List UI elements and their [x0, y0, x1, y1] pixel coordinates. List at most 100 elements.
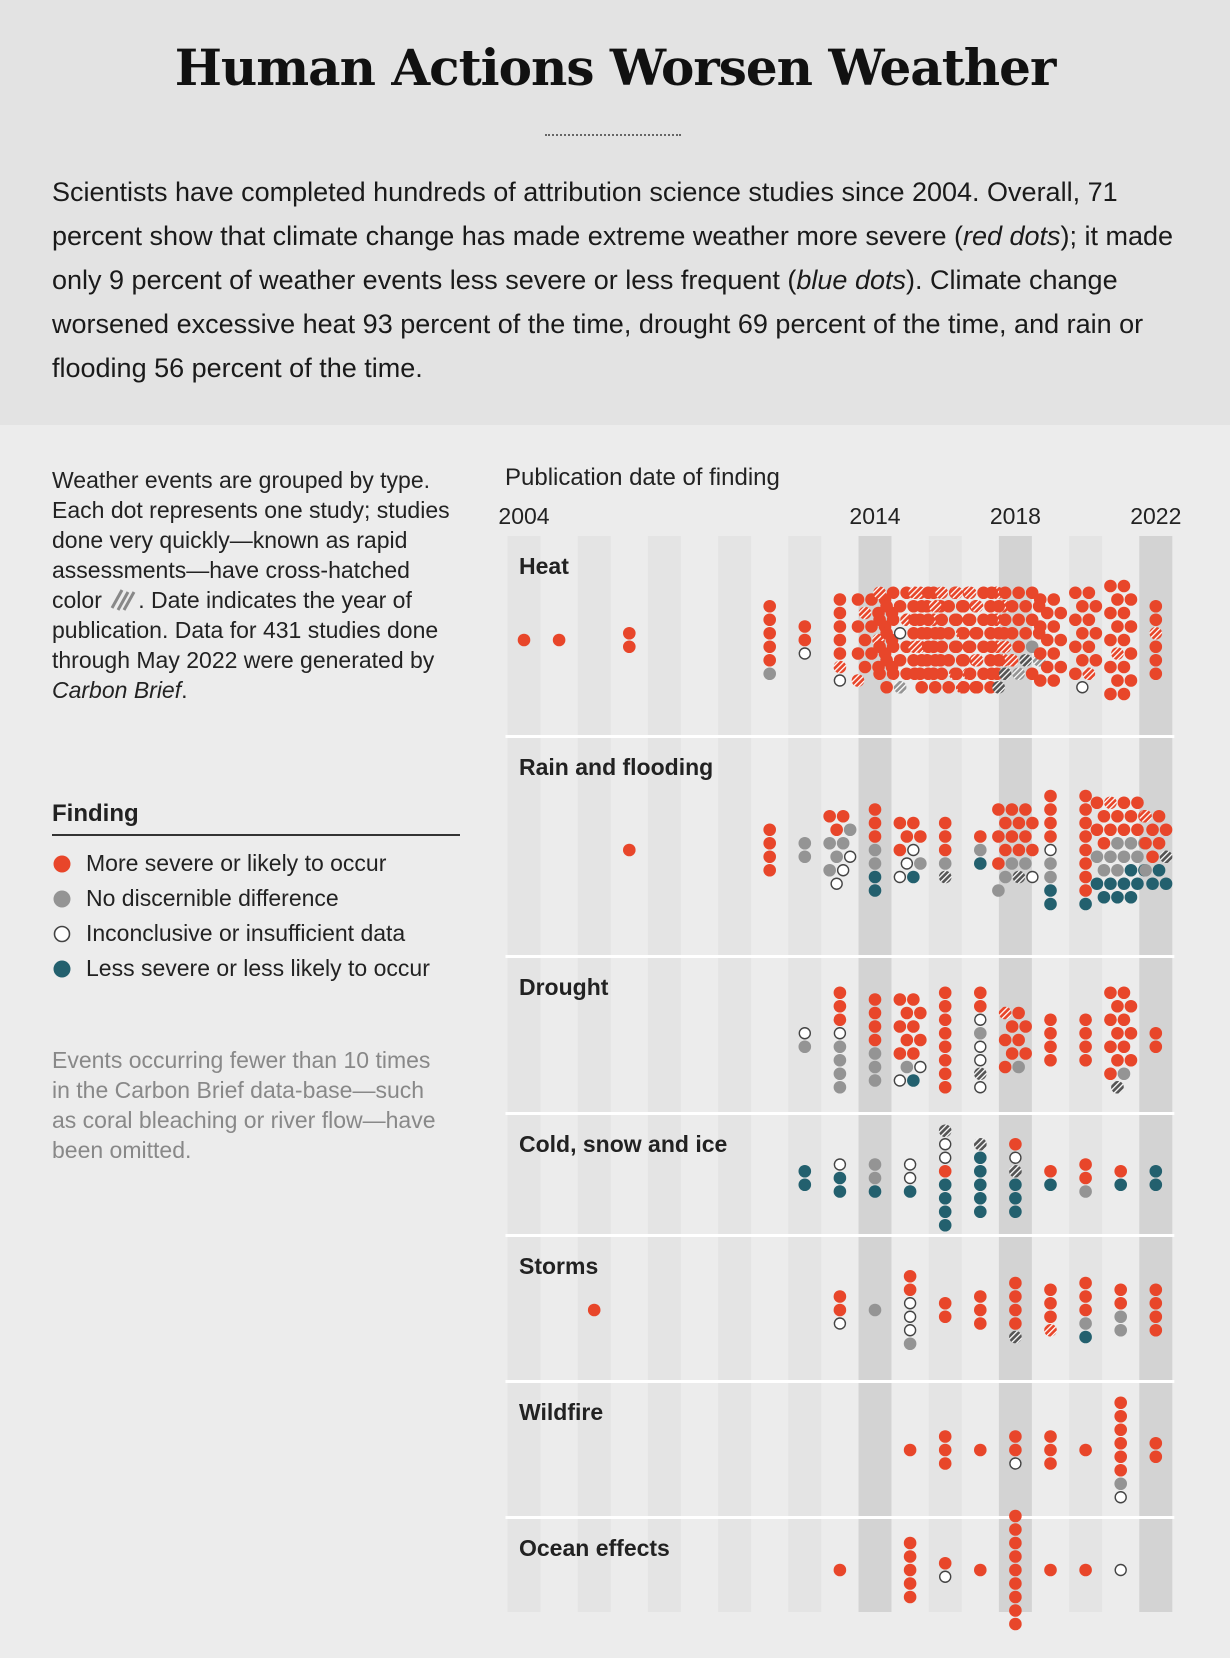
more-severe-dot	[1149, 613, 1163, 627]
more-severe-dot	[974, 1303, 987, 1317]
more-severe-dot	[798, 633, 812, 647]
more-severe-dot	[893, 1020, 907, 1033]
more-severe-dot	[942, 680, 955, 694]
more-severe-dot	[1114, 1423, 1127, 1437]
gray-dot-icon	[53, 890, 71, 907]
more-severe-dot	[1104, 823, 1117, 837]
chart-title: Publication date of finding	[505, 464, 780, 491]
more-severe-dot	[942, 626, 955, 640]
inconclusive-dot	[1114, 1491, 1127, 1504]
more-severe-dot	[1009, 1523, 1022, 1536]
less-severe-dot	[903, 1185, 917, 1198]
more-severe-dot	[1044, 1563, 1057, 1577]
page-title: Human Actions Worsen Weather	[174, 38, 1057, 97]
more-severe-dot	[858, 633, 872, 647]
inconclusive-dot	[798, 647, 811, 660]
more-severe-dot	[974, 1290, 987, 1303]
more-severe-dot	[1124, 647, 1138, 660]
more-severe-dot	[1131, 823, 1144, 837]
more-severe-dot	[1117, 660, 1131, 674]
inconclusive-dot	[830, 877, 843, 890]
inconclusive-dot	[893, 627, 907, 640]
less-severe-dot	[1044, 1178, 1057, 1192]
inconclusive-dot	[893, 870, 907, 884]
less-severe-dot	[974, 1178, 987, 1192]
more-severe-dot	[868, 803, 882, 816]
more-severe-dot	[1104, 687, 1117, 701]
more-severe-dot	[763, 640, 776, 654]
more-severe-dot	[893, 599, 907, 613]
more-severe-dot	[1117, 796, 1131, 810]
more-severe-dot	[893, 993, 907, 1006]
more-severe-dot	[1104, 606, 1117, 620]
no-difference-dot	[798, 850, 812, 864]
more-severe-dot	[763, 626, 776, 640]
more-severe-dot	[1079, 884, 1092, 897]
more-severe-dot	[1146, 823, 1159, 837]
more-severe-dot	[1044, 1040, 1057, 1054]
more-severe-dot	[1079, 1040, 1092, 1054]
no-difference-dot	[836, 836, 850, 850]
more-severe-dot	[833, 1013, 847, 1027]
more-severe-dot	[1114, 1450, 1127, 1464]
more-severe-dot	[1117, 1013, 1131, 1027]
rapid-more-severe-dot	[998, 640, 1012, 654]
rapid-no-difference-dot	[938, 1124, 952, 1138]
more-severe-dot	[1040, 660, 1054, 674]
more-severe-dot	[1117, 687, 1131, 701]
rapid-more-severe-dot	[851, 674, 865, 687]
less-severe-dot	[938, 1218, 952, 1232]
more-severe-dot	[1114, 1436, 1127, 1450]
more-severe-dot	[798, 620, 812, 633]
no-difference-dot	[1111, 863, 1124, 877]
more-severe-dot	[1044, 1310, 1057, 1324]
less-severe-dot	[1090, 877, 1104, 891]
inconclusive-dot	[939, 1138, 952, 1151]
inconclusive-dot	[900, 857, 914, 870]
more-severe-dot	[886, 640, 900, 654]
no-difference-dot	[833, 1080, 847, 1094]
more-severe-dot	[1111, 674, 1124, 687]
hatch-swatch-icon	[110, 589, 136, 611]
row-divider	[505, 955, 1175, 958]
rapid-more-severe-dot	[1044, 1323, 1057, 1337]
more-severe-dot	[833, 647, 847, 660]
more-severe-dot	[950, 613, 963, 627]
more-severe-dot	[1005, 1020, 1019, 1033]
year-stripe	[1139, 536, 1173, 1612]
more-severe-dot	[1009, 1303, 1022, 1317]
more-severe-dot	[915, 680, 928, 694]
omitted-text-c: data-base—such as coral bleaching or riv…	[52, 1077, 436, 1163]
more-severe-dot	[908, 613, 921, 627]
more-severe-dot	[623, 626, 636, 640]
more-severe-dot	[938, 1080, 952, 1094]
inconclusive-dot	[833, 674, 847, 687]
no-difference-dot	[903, 1337, 917, 1351]
more-severe-dot	[868, 816, 882, 830]
more-severe-dot	[1111, 620, 1124, 633]
more-severe-dot	[1079, 830, 1092, 843]
more-severe-dot	[907, 1047, 920, 1060]
more-severe-dot	[1005, 1047, 1019, 1060]
more-severe-dot	[833, 986, 847, 1000]
no-difference-dot	[999, 870, 1012, 884]
category-label: Storms	[519, 1253, 598, 1279]
inconclusive-dot	[833, 1317, 847, 1330]
rapid-no-difference-dot	[974, 1067, 987, 1081]
more-severe-dot	[992, 653, 1005, 667]
more-severe-dot	[1026, 816, 1039, 830]
more-severe-dot	[1012, 586, 1025, 600]
more-severe-dot	[938, 1457, 952, 1470]
more-severe-dot	[1040, 606, 1054, 620]
more-severe-dot	[1019, 626, 1032, 640]
more-severe-dot	[1033, 647, 1047, 660]
more-severe-dot	[868, 830, 882, 843]
more-severe-dot	[900, 830, 914, 843]
more-severe-dot	[1054, 660, 1068, 674]
more-severe-dot	[833, 1303, 847, 1317]
legend-item-more: More severe or likely to occur	[52, 850, 386, 877]
more-severe-dot	[992, 857, 1005, 870]
more-severe-dot	[963, 667, 977, 681]
title-divider	[545, 134, 681, 136]
more-severe-dot	[938, 1164, 952, 1178]
